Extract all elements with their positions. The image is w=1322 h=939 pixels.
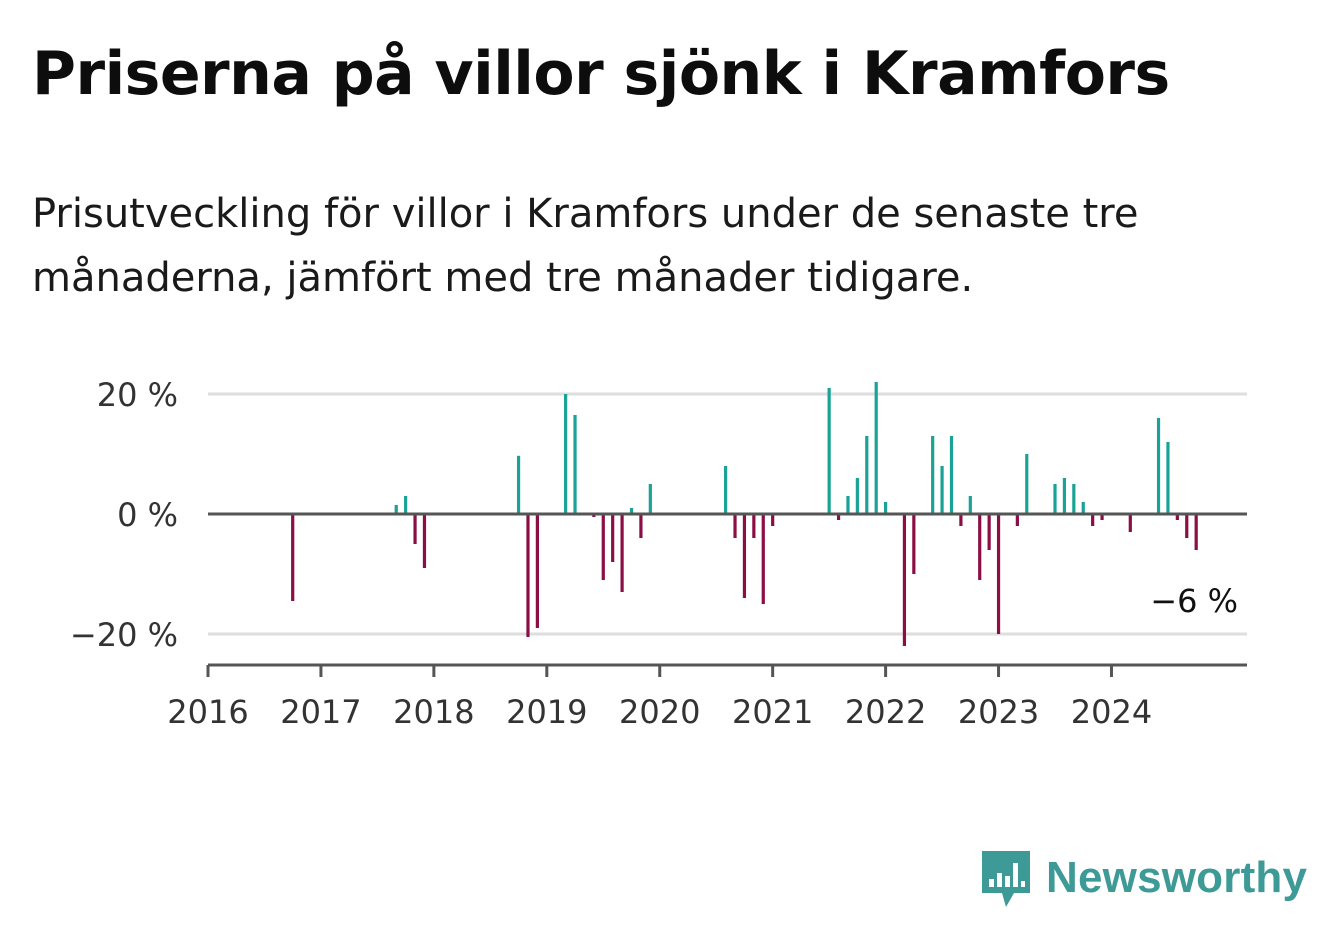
bar bbox=[422, 514, 427, 568]
bar bbox=[1015, 514, 1019, 526]
bar bbox=[733, 514, 737, 538]
bar bbox=[1081, 502, 1085, 514]
bar bbox=[639, 514, 643, 538]
bar bbox=[959, 514, 963, 526]
x-tick-label: 2023 bbox=[958, 693, 1039, 731]
bar bbox=[949, 436, 954, 514]
brand-name: Newsworthy bbox=[1046, 853, 1308, 902]
newsworthy-logo-icon bbox=[982, 851, 1030, 907]
bar bbox=[996, 514, 1001, 634]
bar bbox=[526, 514, 530, 637]
x-tick-label: 2019 bbox=[506, 693, 587, 731]
bar bbox=[978, 514, 982, 580]
bar bbox=[291, 514, 295, 601]
bar bbox=[846, 496, 850, 514]
bar bbox=[413, 514, 417, 544]
x-tick-label: 2017 bbox=[280, 693, 361, 731]
bar bbox=[987, 514, 991, 550]
bar bbox=[516, 455, 521, 514]
bar bbox=[1185, 514, 1189, 538]
bar bbox=[855, 478, 859, 514]
bar bbox=[1156, 418, 1161, 514]
bar bbox=[865, 436, 869, 514]
bar bbox=[535, 514, 539, 628]
bar bbox=[1194, 514, 1198, 550]
bar bbox=[1100, 514, 1104, 520]
bar bbox=[836, 514, 841, 520]
bar bbox=[884, 502, 888, 514]
bar bbox=[573, 415, 577, 514]
bar bbox=[1025, 454, 1029, 514]
bar bbox=[827, 388, 831, 514]
y-tick-label: 20 % bbox=[97, 376, 178, 414]
bar bbox=[629, 508, 634, 514]
x-tick-label: 2024 bbox=[1071, 693, 1152, 731]
bar bbox=[1166, 442, 1170, 514]
bar bbox=[648, 484, 652, 514]
bar bbox=[620, 514, 624, 592]
chart-subtitle: Prisutveckling för villor i Kramfors und… bbox=[32, 191, 1139, 301]
bar bbox=[761, 514, 765, 604]
bar bbox=[564, 394, 568, 514]
bar bbox=[742, 514, 747, 598]
bar bbox=[1062, 478, 1067, 514]
x-tick-label: 2016 bbox=[167, 693, 248, 731]
bar bbox=[1053, 484, 1057, 514]
chart-title: Priserna på villor sjönk i Kramfors bbox=[32, 39, 1170, 109]
bar bbox=[394, 505, 398, 514]
logo-bar bbox=[1005, 876, 1010, 887]
bar bbox=[902, 514, 907, 646]
bar bbox=[1091, 514, 1095, 526]
x-tick-label: 2018 bbox=[393, 693, 474, 731]
logo-bar bbox=[997, 873, 1002, 887]
brand-logo: Newsworthy bbox=[980, 846, 1307, 910]
bar bbox=[931, 436, 935, 514]
y-tick-label: −20 % bbox=[70, 616, 178, 654]
bar bbox=[968, 496, 972, 514]
bar bbox=[601, 514, 605, 580]
bar bbox=[1128, 514, 1132, 532]
y-tick-label: 0 % bbox=[117, 496, 178, 534]
bar bbox=[611, 514, 615, 562]
bar bbox=[1072, 484, 1076, 514]
bar bbox=[752, 514, 756, 538]
bar bbox=[940, 466, 944, 514]
bar bbox=[404, 496, 408, 514]
logo-bar bbox=[1013, 863, 1018, 887]
bar bbox=[724, 466, 728, 514]
x-tick-label: 2020 bbox=[619, 693, 700, 731]
bar bbox=[874, 382, 878, 514]
bar-chart: 20 % 0 % −20 % 2016 2017 2018 2019 2020 2021 2022… bbox=[70, 376, 1247, 731]
logo-bar bbox=[1021, 881, 1025, 887]
logo-bar bbox=[989, 879, 994, 887]
x-tick-label: 2021 bbox=[732, 693, 813, 731]
bar bbox=[1175, 514, 1179, 520]
bar bbox=[771, 514, 775, 526]
bar bbox=[912, 514, 916, 574]
x-tick-label: 2022 bbox=[845, 693, 926, 731]
last-value-annotation: −6 % bbox=[1150, 582, 1238, 620]
